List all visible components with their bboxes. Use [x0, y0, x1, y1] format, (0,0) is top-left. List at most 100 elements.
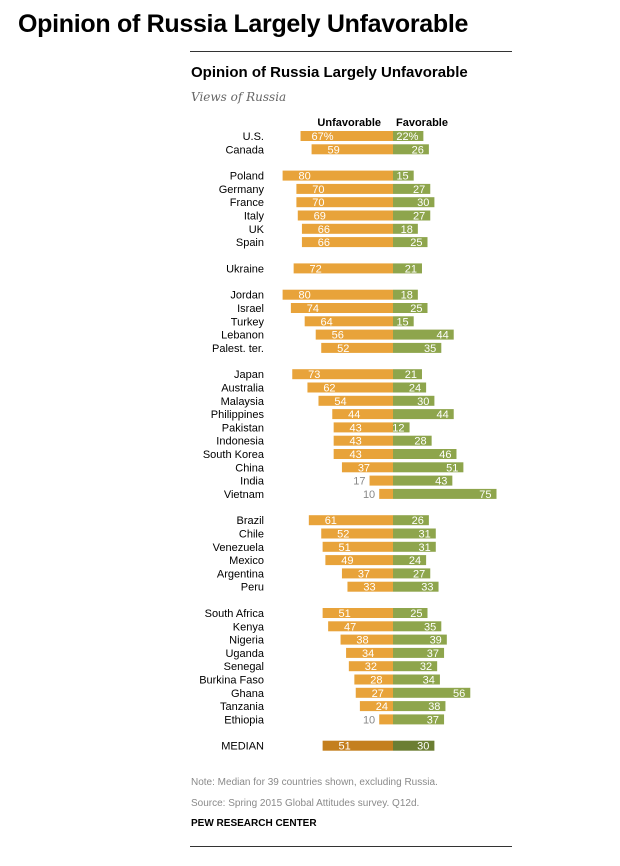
favorable-bar — [393, 382, 427, 393]
favorable-bar — [393, 674, 440, 685]
country-label: Japan — [234, 369, 264, 381]
favorable-value: 37 — [427, 648, 439, 660]
unfavorable-value: 73 — [308, 369, 320, 381]
favorable-bar — [393, 409, 454, 420]
unfavorable-bar — [282, 170, 393, 181]
favorable-bar — [393, 634, 447, 645]
unfavorable-bar — [348, 661, 393, 672]
favorable-bar — [393, 541, 436, 552]
unfavorable-value: 44 — [348, 409, 360, 421]
favorable-bar — [393, 342, 442, 353]
favorable-bar — [393, 316, 414, 327]
legend-unfavorable: Unfavorable — [317, 117, 381, 129]
favorable-value: 25 — [410, 608, 422, 620]
country-label: Ethiopia — [224, 714, 265, 726]
unfavorable-bar — [282, 289, 393, 300]
country-label: Philippines — [211, 409, 265, 421]
unfavorable-bar — [359, 701, 393, 712]
unfavorable-bar — [321, 528, 393, 539]
unfavorable-value: 10 — [363, 714, 375, 726]
country-label: Israel — [237, 303, 264, 315]
unfavorable-value: 72 — [310, 263, 322, 275]
country-label: Palest. ter. — [212, 343, 264, 355]
favorable-bar — [393, 329, 454, 340]
unfavorable-value: 37 — [358, 462, 370, 474]
favorable-value: 18 — [401, 290, 413, 302]
country-label: Peru — [241, 582, 264, 594]
country-label: Australia — [221, 383, 265, 395]
favorable-value: 51 — [446, 462, 458, 474]
unfavorable-bar — [290, 303, 393, 313]
chart-source: Source: Spring 2015 Global Attitudes sur… — [191, 798, 420, 809]
favorable-bar — [393, 170, 414, 181]
country-label: Senegal — [224, 661, 264, 673]
favorable-value: 30 — [417, 741, 429, 753]
favorable-value: 31 — [419, 529, 431, 541]
country-label: Malaysia — [221, 396, 265, 408]
unfavorable-value: 51 — [338, 608, 350, 620]
bottom-rule — [190, 846, 512, 847]
favorable-value: 32 — [420, 661, 432, 673]
unfavorable-value: 37 — [358, 568, 370, 580]
favorable-bar — [393, 568, 431, 579]
unfavorable-bar — [379, 488, 393, 499]
unfavorable-bar — [325, 555, 393, 566]
unfavorable-value: 51 — [338, 741, 350, 753]
country-label: Uganda — [225, 648, 264, 660]
country-label: Germany — [219, 184, 265, 196]
unfavorable-bar — [300, 131, 393, 141]
unfavorable-value: 17 — [353, 476, 365, 488]
country-label: South Africa — [205, 608, 265, 620]
unfavorable-bar — [322, 740, 393, 751]
favorable-bar — [393, 528, 436, 539]
favorable-bar — [393, 488, 497, 499]
unfavorable-value: 27 — [372, 688, 384, 700]
unfavorable-bar — [322, 541, 393, 552]
unfavorable-bar — [315, 329, 393, 340]
country-label: Burkina Faso — [199, 675, 264, 687]
favorable-bar — [393, 303, 428, 313]
favorable-value: 39 — [430, 635, 442, 647]
country-label: India — [240, 476, 265, 488]
unfavorable-bar — [297, 210, 393, 221]
unfavorable-bar — [332, 409, 393, 420]
chart-title: Opinion of Russia Largely Unfavorable — [191, 64, 468, 81]
unfavorable-bar — [322, 608, 393, 618]
unfavorable-value: 28 — [370, 675, 382, 687]
unfavorable-bar — [296, 183, 393, 194]
favorable-bar — [393, 435, 432, 446]
favorable-bar — [393, 237, 428, 248]
unfavorable-value: 64 — [321, 316, 333, 328]
country-label: Ukraine — [226, 263, 264, 275]
unfavorable-value: 52 — [337, 343, 349, 355]
favorable-value: 24 — [409, 555, 421, 567]
unfavorable-value: 32 — [365, 661, 377, 673]
unfavorable-bar — [346, 647, 393, 658]
unfavorable-bar — [311, 144, 393, 155]
country-label: Lebanon — [221, 330, 264, 342]
favorable-value: 56 — [453, 688, 465, 700]
favorable-value: 26 — [412, 144, 424, 156]
favorable-bar — [393, 144, 429, 155]
country-label: Tanzania — [220, 701, 265, 713]
unfavorable-value: 61 — [325, 515, 337, 527]
favorable-bar — [393, 714, 445, 725]
favorable-value: 46 — [439, 449, 451, 461]
favorable-value: 27 — [413, 211, 425, 223]
unfavorable-value: 33 — [363, 582, 375, 594]
favorable-value: 30 — [417, 396, 429, 408]
unfavorable-bar — [355, 687, 393, 698]
unfavorable-value: 34 — [362, 648, 374, 660]
favorable-value: 35 — [424, 343, 436, 355]
top-rule — [190, 51, 512, 52]
favorable-value: 31 — [419, 542, 431, 554]
page-title: Opinion of Russia Largely Unfavorable — [18, 10, 469, 38]
country-label: Italy — [244, 211, 265, 223]
favorable-value: 43 — [435, 476, 447, 488]
favorable-value: 12 — [392, 422, 404, 434]
favorable-value: 38 — [428, 701, 440, 713]
unfavorable-value: 52 — [337, 529, 349, 541]
unfavorable-value: 70 — [312, 197, 324, 209]
unfavorable-value: 47 — [344, 621, 356, 633]
